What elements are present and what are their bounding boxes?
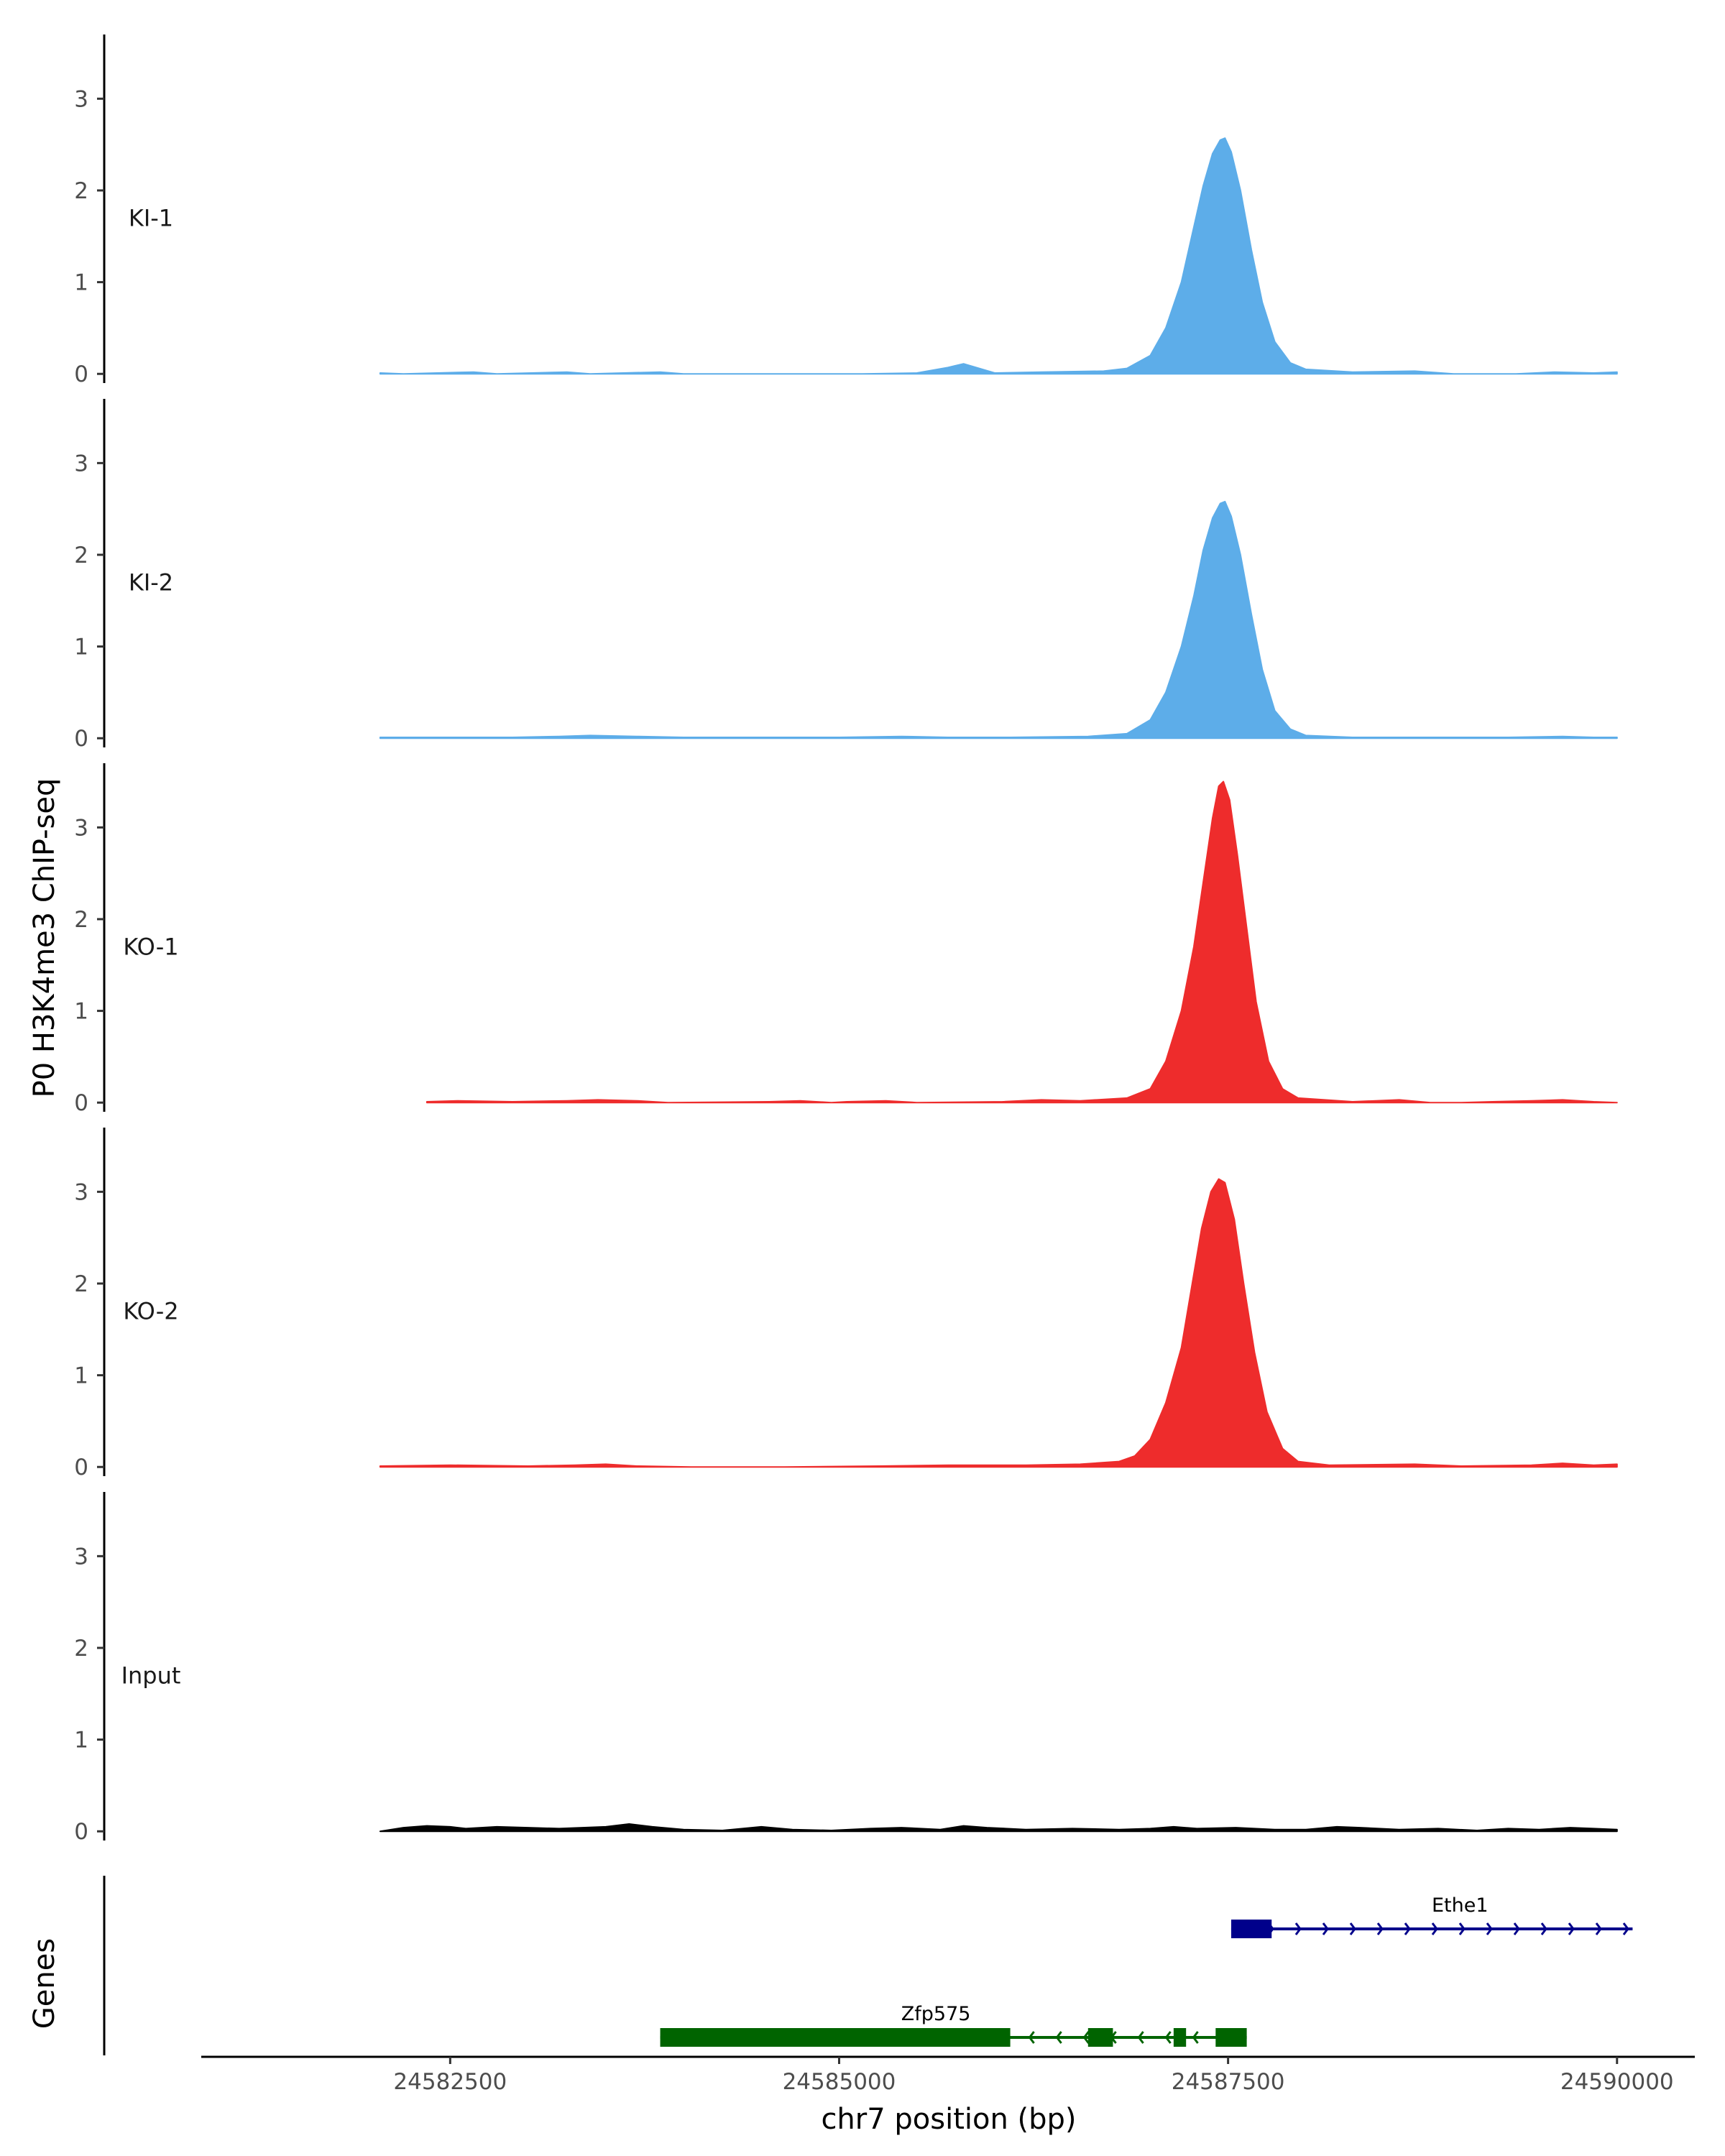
x-tick-label: 24585000: [783, 2069, 896, 2095]
strand-arrow: [1055, 2031, 1062, 2044]
tracks-group: 0 1 2 3 KI-1 0 1 2 3 KI-2 0 1 2 3 KO-1 0 1 2 3 KO-2 0 1 2 3 Inpu…: [74, 34, 1618, 1845]
exon: [660, 2028, 1011, 2047]
strand-arrow: [1028, 2031, 1035, 2044]
x-axis: 24582500 24585000 24587500 24590000: [201, 2055, 1695, 2095]
track-label-ko-1: KO-1: [123, 933, 178, 960]
y-tick-label: 3: [74, 1544, 88, 1570]
y-axis-title: P0 H3K4me3 ChIP-seq: [28, 778, 61, 1098]
y-tick-label: 1: [74, 270, 88, 296]
y-tick-label: 0: [74, 1819, 88, 1845]
strand-arrow: [1513, 1922, 1520, 1935]
strand-arrow: [1349, 1922, 1356, 1935]
y-tick-label: 1: [74, 635, 88, 660]
strand-arrow: [1622, 1922, 1629, 1935]
y-tick-label: 3: [74, 1179, 88, 1205]
signal-area-ki-1: [379, 137, 1618, 375]
y-tick-label: 2: [74, 907, 88, 933]
signal-area-input: [379, 1823, 1618, 1833]
strand-arrow: [1568, 1922, 1575, 1935]
strand-arrow: [1164, 2031, 1172, 2044]
strand-arrow: [1404, 1922, 1411, 1935]
y-tick-label: 1: [74, 1363, 88, 1389]
y-tick-label: 2: [74, 1636, 88, 1662]
strand-arrow: [1082, 2031, 1090, 2044]
track-panel-ki-1: 0 1 2 3 KI-1: [74, 34, 1618, 387]
exon: [1215, 2028, 1247, 2047]
strand-arrow: [1486, 1922, 1493, 1935]
y-tick-label: 0: [74, 1090, 88, 1116]
y-tick-label: 2: [74, 178, 88, 204]
y-tick-label: 2: [74, 543, 88, 568]
y-tick-label: 3: [74, 86, 88, 112]
y-tick-label: 1: [74, 1728, 88, 1754]
strand-arrow: [1137, 2031, 1144, 2044]
strand-arrow: [1431, 1922, 1438, 1935]
strand-arrow: [1595, 1922, 1602, 1935]
exon: [1087, 2028, 1113, 2047]
track-label-ki-1: KI-1: [129, 204, 173, 231]
signal-area-ko-2: [379, 1178, 1618, 1468]
y-tick-label: 0: [74, 1455, 88, 1480]
x-tick-label: 24590000: [1560, 2069, 1674, 2095]
track-panel-input: 0 1 2 3 Input: [74, 1492, 1618, 1845]
track-panel-ko-2: 0 1 2 3 KO-2: [74, 1128, 1618, 1480]
x-tick-label: 24582500: [393, 2069, 507, 2095]
track-label-input: Input: [121, 1662, 181, 1689]
strand-arrow: [1192, 2031, 1199, 2044]
strand-arrow: [1540, 1922, 1547, 1935]
y-tick-label: 0: [74, 361, 88, 387]
track-panel-ko-1: 0 1 2 3 KO-1: [74, 763, 1618, 1116]
strand-arrow: [1458, 1922, 1466, 1935]
genes-axis-title: Genes: [28, 1938, 61, 2029]
gene-zfp575: Zfp575: [660, 2003, 1247, 2047]
signal-area-ki-2: [379, 500, 1618, 740]
signal-area-ko-1: [426, 780, 1618, 1104]
y-tick-label: 1: [74, 999, 88, 1025]
exon: [1230, 1920, 1272, 1938]
track-label-ki-2: KI-2: [129, 568, 173, 596]
gene-label: Ethe1: [1432, 1894, 1489, 1917]
strand-arrow: [1294, 1922, 1302, 1935]
track-panel-ki-2: 0 1 2 3 KI-2: [74, 399, 1618, 752]
x-axis-title: chr7 position (bp): [821, 2103, 1076, 2136]
y-tick-label: 2: [74, 1271, 88, 1297]
strand-arrow: [1376, 1922, 1384, 1935]
y-tick-label: 3: [74, 451, 88, 476]
gene-ethe1: Ethe1: [1230, 1894, 1633, 1938]
y-tick-label: 0: [74, 726, 88, 752]
gene-label: Zfp575: [901, 2003, 971, 2025]
exon: [1173, 2028, 1187, 2047]
x-tick-label: 24587500: [1172, 2069, 1285, 2095]
track-label-ko-2: KO-2: [123, 1297, 178, 1325]
y-tick-label: 3: [74, 815, 88, 841]
genes-group: Ethe1 Zfp575: [103, 1876, 1633, 2055]
strand-arrow: [1322, 1922, 1329, 1935]
